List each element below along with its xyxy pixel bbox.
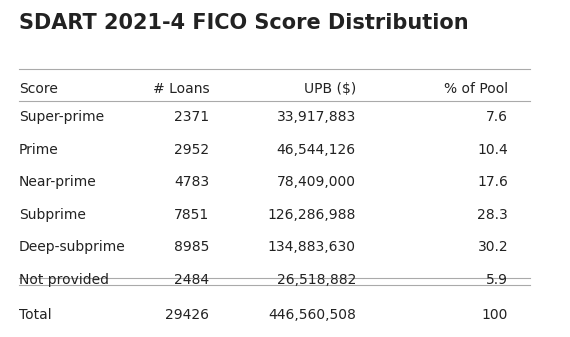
Text: 2371: 2371: [174, 111, 209, 124]
Text: # Loans: # Loans: [153, 82, 209, 96]
Text: 30.2: 30.2: [478, 240, 508, 254]
Text: 2484: 2484: [174, 273, 209, 287]
Text: Deep-subprime: Deep-subprime: [19, 240, 126, 254]
Text: 126,286,988: 126,286,988: [267, 208, 356, 222]
Text: 46,544,126: 46,544,126: [277, 143, 356, 157]
Text: 33,917,883: 33,917,883: [276, 111, 356, 124]
Text: Score: Score: [19, 82, 58, 96]
Text: 26,518,882: 26,518,882: [276, 273, 356, 287]
Text: 17.6: 17.6: [477, 176, 508, 189]
Text: Not provided: Not provided: [19, 273, 109, 287]
Text: 29426: 29426: [165, 308, 209, 322]
Text: 5.9: 5.9: [486, 273, 508, 287]
Text: UPB ($): UPB ($): [304, 82, 356, 96]
Text: % of Pool: % of Pool: [444, 82, 508, 96]
Text: Prime: Prime: [19, 143, 59, 157]
Text: 2952: 2952: [174, 143, 209, 157]
Text: 100: 100: [482, 308, 508, 322]
Text: Super-prime: Super-prime: [19, 111, 104, 124]
Text: 7851: 7851: [174, 208, 209, 222]
Text: 446,560,508: 446,560,508: [268, 308, 356, 322]
Text: Near-prime: Near-prime: [19, 176, 97, 189]
Text: Subprime: Subprime: [19, 208, 86, 222]
Text: SDART 2021-4 FICO Score Distribution: SDART 2021-4 FICO Score Distribution: [19, 13, 469, 33]
Text: 28.3: 28.3: [477, 208, 508, 222]
Text: 8985: 8985: [174, 240, 209, 254]
Text: 7.6: 7.6: [486, 111, 508, 124]
Text: 78,409,000: 78,409,000: [277, 176, 356, 189]
Text: Total: Total: [19, 308, 52, 322]
Text: 10.4: 10.4: [477, 143, 508, 157]
Text: 4783: 4783: [174, 176, 209, 189]
Text: 134,883,630: 134,883,630: [268, 240, 356, 254]
